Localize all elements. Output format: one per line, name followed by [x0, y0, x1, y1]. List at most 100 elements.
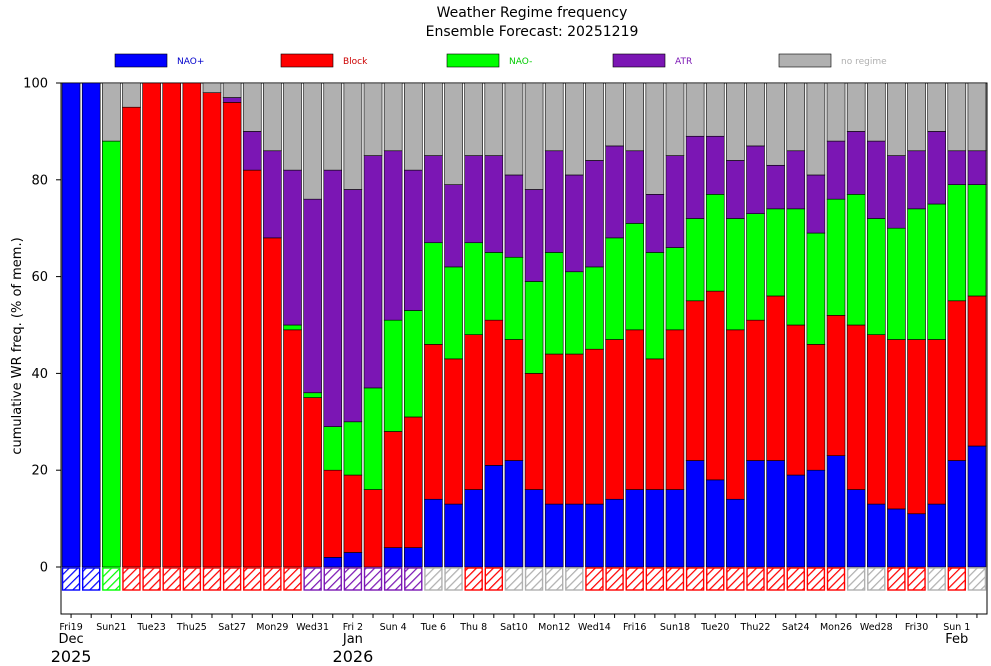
x-tick-label: Sun18: [660, 622, 690, 633]
dominant-regime-box: [323, 567, 342, 591]
dominant-regime-box: [283, 567, 302, 591]
bar-segment-nao-: [967, 184, 987, 297]
bar-segment-block: [866, 334, 886, 505]
bar-segment-no-regime: [605, 82, 624, 147]
bar-segment-nao+: [605, 498, 624, 568]
bar-segment-atr: [484, 155, 504, 253]
y-tick-label: 40: [31, 367, 48, 382]
x-tick-label: Wed28: [860, 622, 893, 633]
bar-segment-nao+: [927, 503, 946, 568]
bar-segment-nao-: [544, 252, 564, 355]
bar-segment-block: [484, 319, 504, 466]
bar-segment-atr: [323, 169, 343, 427]
month-label: Dec: [58, 632, 83, 647]
bar-segment-block: [565, 353, 584, 505]
dominant-regime-box: [826, 567, 846, 591]
dominant-regime-box: [303, 567, 322, 591]
dominant-regime-box: [61, 567, 81, 591]
bar-stack-42: [907, 82, 926, 591]
bar-segment-block: [464, 334, 483, 490]
month-label: Jan: [342, 632, 363, 647]
dominant-regime-box: [625, 567, 644, 591]
chart-title: Weather Regime frequency: [437, 5, 628, 21]
dominant-regime-box: [162, 567, 181, 591]
bar-segment-nao+: [705, 479, 725, 568]
bar-segment-nao+: [786, 474, 806, 568]
dominant-regime-box: [927, 567, 946, 591]
x-tick-label: Fri 2: [343, 622, 363, 633]
dominant-regime-box: [605, 567, 624, 591]
bar-segment-no-regime: [504, 82, 524, 176]
bar-segment-block: [524, 373, 544, 490]
bar-stack-11: [283, 82, 302, 591]
bar-segment-nao+: [504, 460, 524, 568]
bar-segment-nao+: [866, 503, 886, 568]
bar-stack-38: [826, 82, 846, 591]
bar-segment-no-regime: [665, 82, 685, 156]
bar-stack-28: [625, 82, 645, 591]
bar-segment-block: [967, 295, 987, 447]
legend-swatch-nao+: [114, 53, 168, 68]
bar-stack-24: [544, 82, 564, 591]
bar-segment-atr: [625, 150, 645, 224]
y-axis-label: cumulative WR freq. (% of mem.): [10, 237, 25, 454]
bar-stack-37: [806, 82, 826, 591]
bar-stack-41: [887, 82, 906, 591]
bar-segment-block: [283, 329, 302, 568]
dominant-regime-box: [967, 567, 987, 591]
bar-segment-nao+: [343, 552, 363, 568]
dominant-regime-box: [343, 567, 363, 591]
bar-segment-nao-: [464, 242, 483, 335]
bar-segment-block: [222, 102, 242, 568]
bar-stack-45: [967, 82, 987, 591]
bar-stack-36: [786, 82, 806, 591]
bar-segment-no-regime: [242, 82, 262, 132]
bar-segment-no-regime: [746, 82, 765, 147]
bar-segment-nao+: [685, 460, 705, 568]
bar-segment-nao-: [565, 271, 584, 355]
bar-segment-block: [685, 300, 705, 461]
bar-segment-nao-: [303, 392, 322, 398]
dominant-regime-box: [645, 567, 665, 591]
bar-segment-atr: [665, 155, 685, 248]
bar-segment-nao+: [424, 498, 443, 568]
bar-segment-nao-: [403, 310, 423, 418]
bar-segment-block: [746, 319, 765, 461]
bar-segment-no-regime: [887, 82, 906, 156]
bar-segment-nao-: [826, 198, 846, 316]
dominant-regime-box: [202, 567, 222, 591]
x-tick-label: Thu 8: [459, 622, 487, 633]
bar-segment-nao-: [484, 252, 504, 321]
bar-segment-nao-: [504, 256, 524, 340]
dominant-regime-box: [766, 567, 785, 591]
dominant-regime-box: [846, 567, 866, 591]
bar-stack-19: [444, 82, 463, 591]
bar-segment-block: [122, 106, 141, 568]
bar-segment-nao+: [383, 547, 403, 568]
bar-segment-block: [705, 290, 725, 481]
bar-stack-10: [263, 82, 282, 591]
bar-stack-3: [122, 82, 141, 591]
month-label: Feb: [945, 632, 968, 647]
x-tick-label: Sun21: [96, 622, 126, 633]
bar-segment-block: [202, 92, 222, 568]
bar-stack-7: [202, 82, 222, 591]
bar-segment-atr: [806, 174, 826, 234]
bar-segment-no-regime: [544, 82, 564, 152]
plot-frame: [60, 82, 988, 615]
x-tick-label: Sat24: [782, 622, 810, 633]
bar-segment-nao-: [363, 387, 383, 490]
bar-segment-block: [766, 295, 785, 461]
bar-segment-nao+: [826, 455, 846, 568]
bar-segment-block: [263, 237, 282, 568]
dominant-regime-box: [887, 567, 906, 591]
dominant-regime-box: [706, 567, 725, 591]
bar-segment-no-regime: [846, 82, 866, 132]
bar-segment-no-regime: [202, 82, 222, 93]
bar-segment-block: [544, 353, 564, 505]
x-tick-label: Tue20: [700, 622, 729, 633]
bar-segment-block: [182, 82, 202, 568]
bar-segment-nao-: [444, 266, 463, 360]
bar-segment-no-regime: [625, 82, 645, 152]
bar-segment-no-regime: [303, 82, 322, 200]
